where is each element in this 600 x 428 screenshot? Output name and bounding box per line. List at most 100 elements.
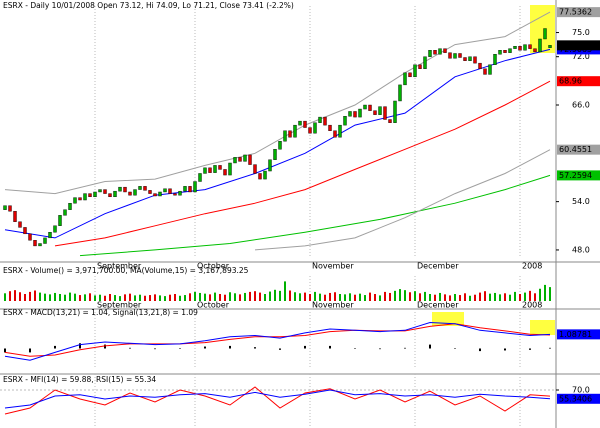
histogram-bar [304, 345, 306, 349]
indicator-line [4, 386, 551, 415]
volume-bar [194, 291, 196, 301]
candle [23, 227, 27, 235]
price-tag-label: 73.41 [559, 41, 582, 50]
candle [208, 167, 212, 173]
candle [363, 104, 367, 110]
candle [528, 44, 532, 49]
volume-bar [449, 295, 451, 301]
volume-bar [99, 294, 101, 301]
candle [468, 56, 472, 61]
volume-bar [454, 294, 456, 301]
volume-bar [349, 293, 351, 301]
volume-bar [444, 294, 446, 301]
candle [388, 119, 392, 123]
histogram-bar [29, 348, 31, 353]
indicator-line [4, 11, 551, 195]
volume-bar [429, 294, 431, 301]
candle [288, 130, 292, 138]
candle [148, 190, 152, 194]
candle [48, 232, 52, 239]
candle [398, 84, 402, 102]
value-tag-label: 57.2594 [559, 171, 592, 180]
candle [78, 197, 82, 201]
candle [463, 57, 467, 61]
candle [88, 193, 92, 198]
volume-bar [19, 292, 21, 301]
volume-bar [219, 294, 221, 301]
candle [518, 46, 522, 51]
volume-bar [339, 294, 341, 301]
volume-bar [484, 291, 486, 301]
candle [98, 189, 102, 193]
volume-bar [324, 294, 326, 301]
candle [68, 203, 72, 210]
candle [173, 193, 177, 196]
candle [113, 190, 117, 198]
x-tick-label: 2008 [522, 301, 542, 310]
candle [308, 127, 312, 134]
candle [493, 54, 497, 65]
candle [18, 221, 22, 228]
volume-bar [359, 293, 361, 301]
volume-bar [139, 294, 141, 301]
candle [328, 124, 332, 131]
volume-bar [234, 293, 236, 301]
panel-title: ESRX - MACD(13,21) = 1.04, Signal(13,21,… [3, 308, 198, 317]
histogram-bar [429, 344, 431, 349]
histogram-bar [129, 347, 131, 349]
candle [33, 240, 37, 247]
candle [193, 181, 197, 193]
candle [298, 120, 302, 126]
volume-bar [424, 291, 426, 301]
x-tick-label: September [97, 262, 142, 271]
volume-bar [364, 295, 366, 301]
candle [433, 50, 437, 55]
value-tag [557, 76, 600, 87]
histogram-bar [104, 344, 106, 349]
volume-bar [224, 294, 226, 301]
candle [423, 56, 427, 69]
candle [523, 44, 527, 51]
y-tick-label: 75.0 [572, 28, 590, 37]
candle [13, 211, 17, 222]
panel-title: ESRX - Daily 10/01/2008 Open 73.12, Hi 7… [3, 1, 294, 10]
candle [418, 64, 422, 69]
highlight [530, 320, 555, 335]
candle [293, 124, 297, 138]
volume-bar [319, 293, 321, 301]
histogram-bar [229, 345, 231, 349]
candle [403, 72, 407, 86]
volume-bar [409, 292, 411, 301]
volume-bar [269, 291, 271, 301]
volume-bar [369, 292, 371, 301]
volume-bar [204, 293, 206, 301]
candle [183, 186, 187, 192]
histogram-bar [549, 347, 551, 349]
candle [323, 116, 327, 126]
volume-bar [149, 295, 151, 301]
candle [168, 188, 172, 194]
candle [133, 189, 137, 196]
volume-bar [304, 292, 306, 301]
candle [278, 141, 282, 150]
candle [198, 173, 202, 182]
volume-bar [344, 294, 346, 301]
histogram-bar [179, 348, 181, 349]
volume-bar [169, 294, 171, 301]
volume-bar [89, 293, 91, 301]
value-tag [557, 393, 600, 404]
candle [408, 72, 412, 78]
volume-bar [144, 295, 146, 301]
volume-bar [439, 292, 441, 301]
volume-bar [519, 294, 521, 301]
x-tick-label: December [417, 262, 459, 271]
candle [303, 120, 307, 128]
candle [348, 111, 352, 117]
candle [273, 149, 277, 160]
volume-bar [14, 290, 16, 301]
panel-title: ESRX - Volume() = 3,971,700.00, MA(Volum… [3, 266, 249, 275]
x-tick-label: October [197, 301, 230, 310]
x-tick-label: November [312, 301, 354, 310]
candle [383, 106, 387, 120]
volume-bar [334, 292, 336, 301]
